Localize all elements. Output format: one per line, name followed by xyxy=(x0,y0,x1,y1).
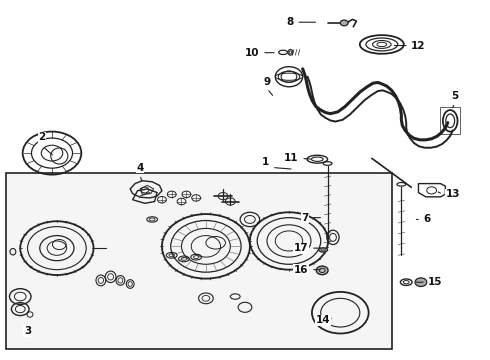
Text: 10: 10 xyxy=(245,48,260,58)
Circle shape xyxy=(317,266,328,275)
Text: 5: 5 xyxy=(451,91,459,101)
Text: 14: 14 xyxy=(316,315,330,325)
Circle shape xyxy=(415,278,427,287)
Ellipse shape xyxy=(319,248,328,252)
Bar xyxy=(5,173,392,348)
Text: 15: 15 xyxy=(428,277,443,287)
Text: 3: 3 xyxy=(24,326,31,336)
Text: 17: 17 xyxy=(294,243,309,253)
Text: 11: 11 xyxy=(284,153,299,163)
Text: 9: 9 xyxy=(264,77,270,87)
Text: 6: 6 xyxy=(423,215,431,224)
Text: 13: 13 xyxy=(445,189,460,199)
Text: 7: 7 xyxy=(301,213,309,222)
Text: 1: 1 xyxy=(262,157,270,167)
Text: 12: 12 xyxy=(411,41,426,50)
Circle shape xyxy=(340,20,348,26)
Text: 2: 2 xyxy=(39,132,46,142)
Text: 8: 8 xyxy=(287,17,294,27)
Text: 16: 16 xyxy=(294,265,309,275)
Bar xyxy=(441,107,460,134)
Text: 4: 4 xyxy=(136,163,144,173)
